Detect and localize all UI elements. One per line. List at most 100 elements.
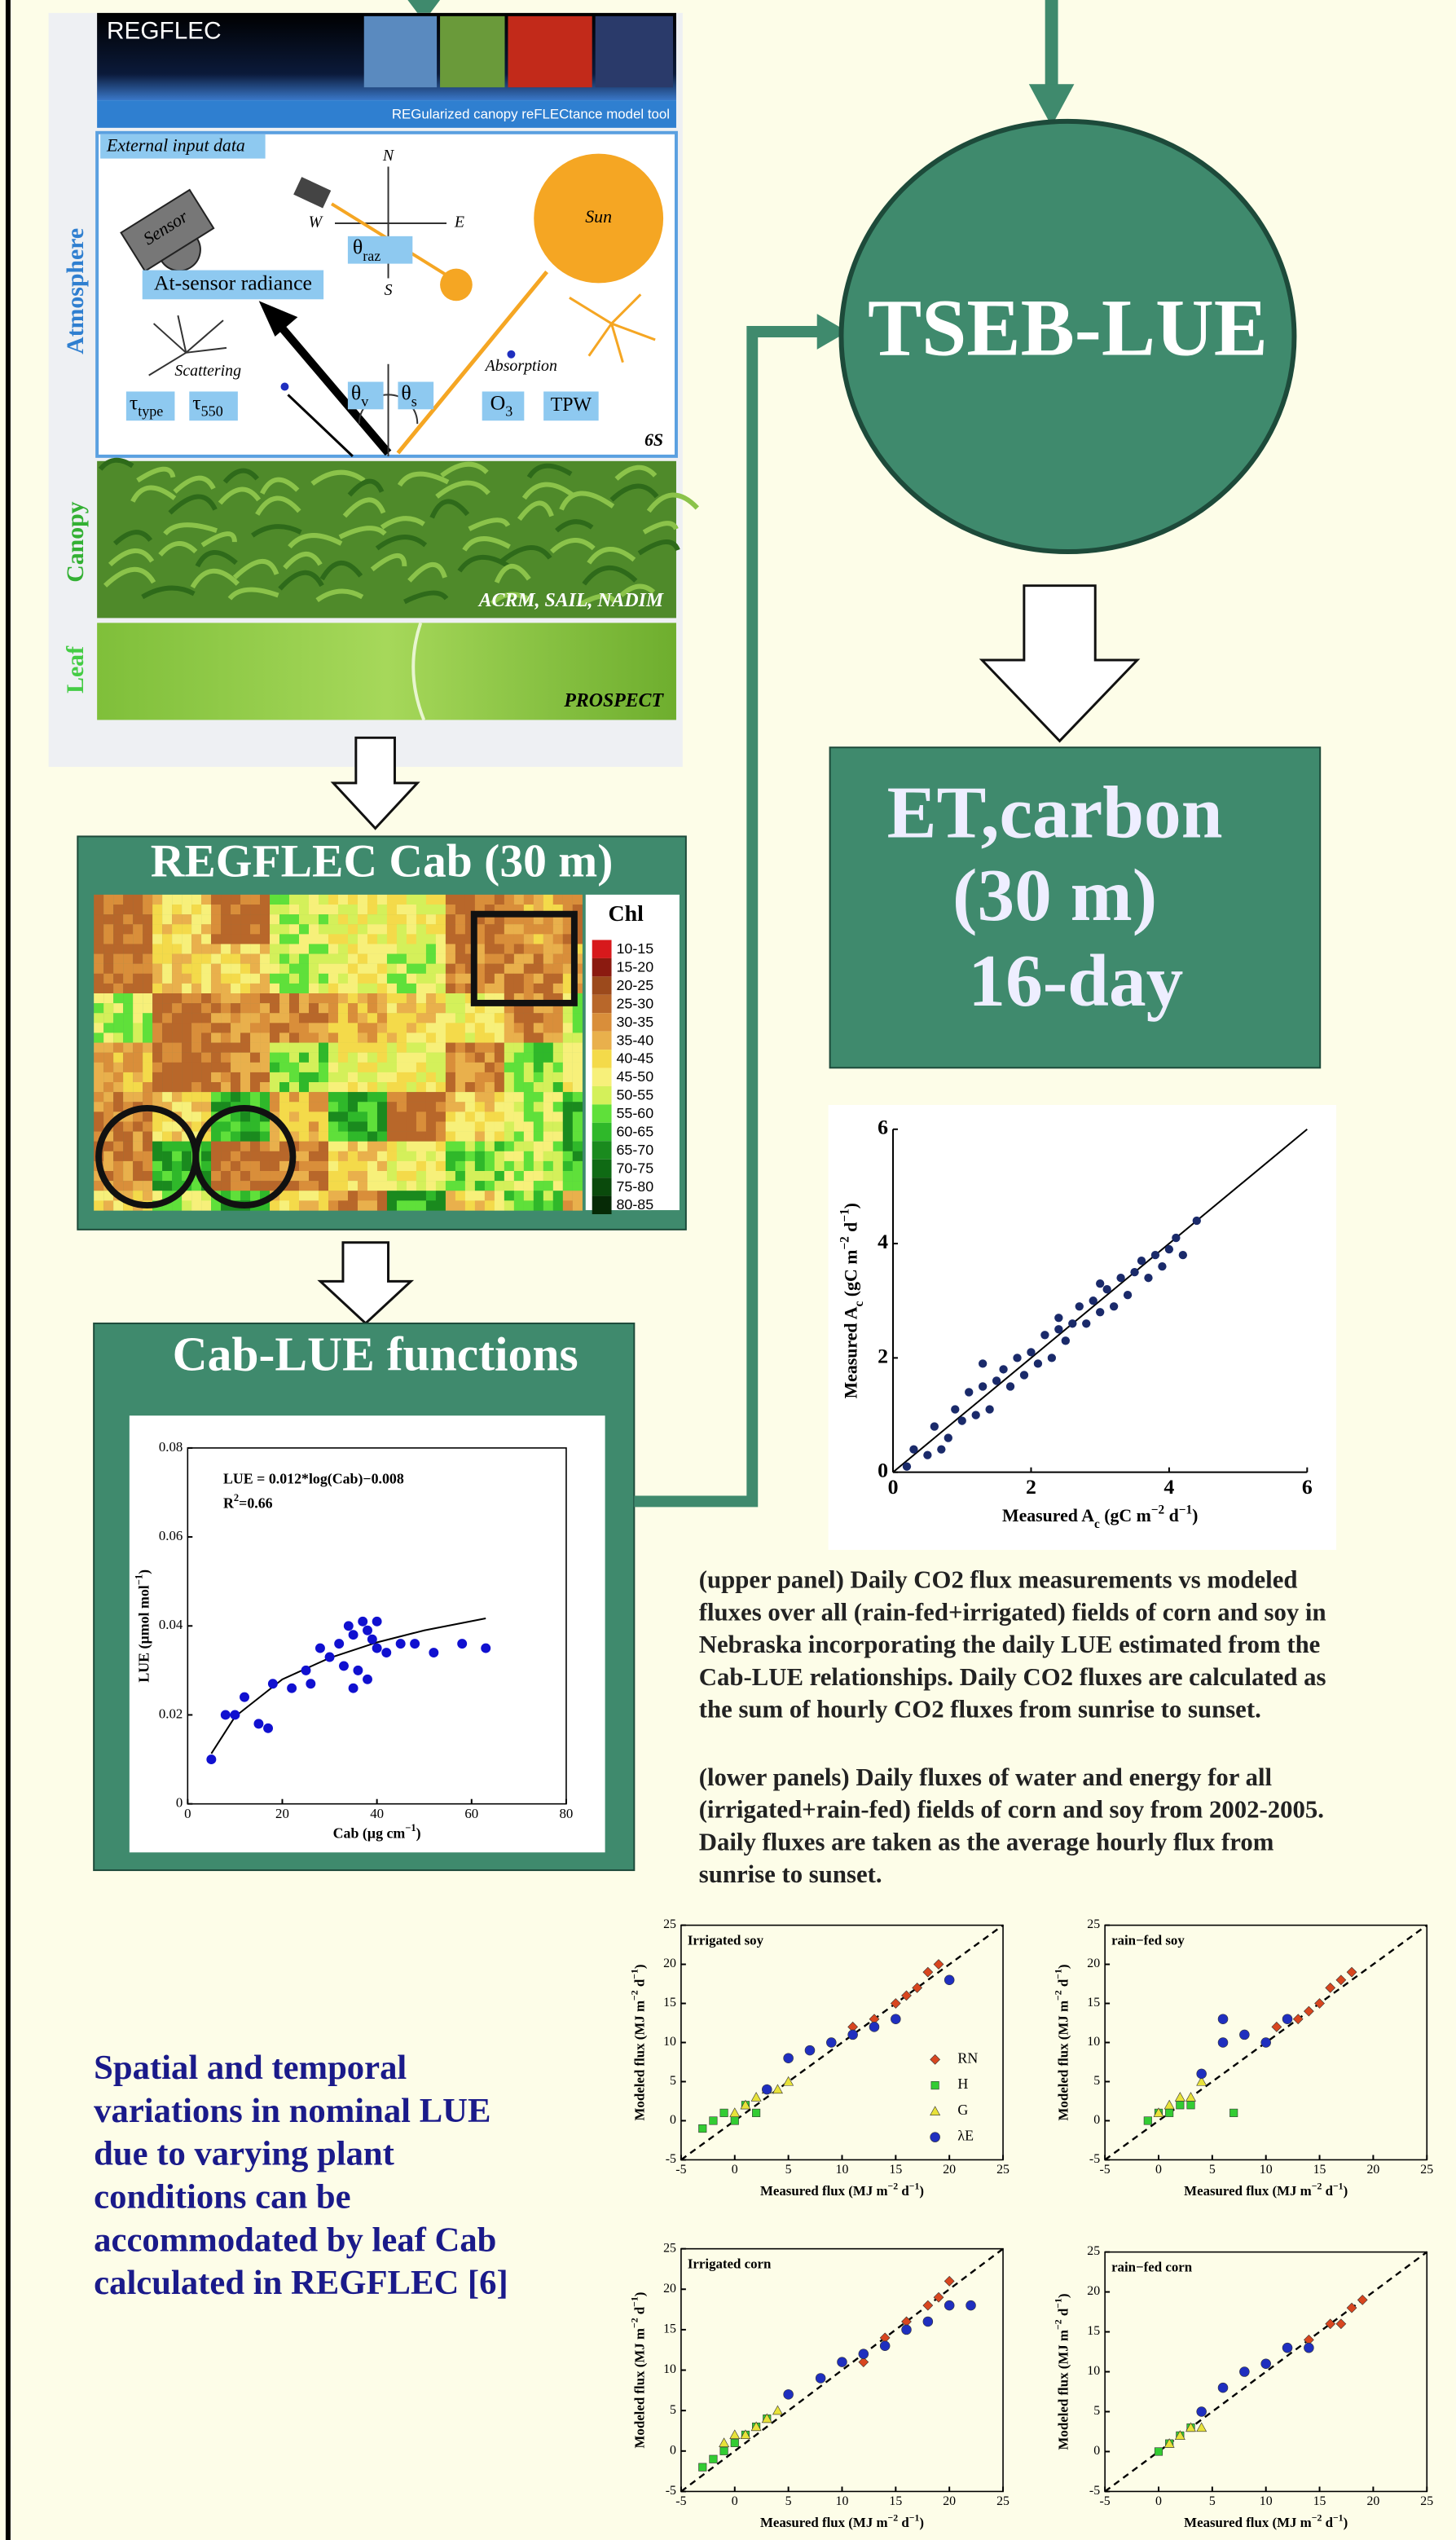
map-cell xyxy=(289,1072,299,1082)
point xyxy=(1186,2093,1196,2102)
point xyxy=(923,2300,933,2310)
map-cell xyxy=(94,1092,103,1102)
map-cell xyxy=(260,1121,270,1131)
point xyxy=(972,1411,980,1419)
map-cell xyxy=(377,914,387,924)
map-cell xyxy=(152,1023,162,1032)
map-cell xyxy=(387,954,397,964)
map-cell xyxy=(279,1092,289,1102)
map-cell xyxy=(182,1151,191,1161)
text-part: d xyxy=(898,2515,909,2530)
point xyxy=(1239,2367,1249,2377)
map-cell xyxy=(133,905,143,914)
map-cell xyxy=(152,924,162,934)
map-cell xyxy=(123,993,133,1003)
text-part: −2 xyxy=(628,1990,640,2001)
map-cell xyxy=(446,1092,455,1102)
map-cell xyxy=(172,944,182,953)
map-cell xyxy=(436,1003,446,1013)
map-cell xyxy=(407,964,416,974)
point xyxy=(1336,1975,1346,1985)
map-cell xyxy=(416,1053,426,1063)
map-cell xyxy=(299,974,309,984)
map-cell xyxy=(289,1003,299,1013)
map-cell xyxy=(514,1072,524,1082)
map-cell xyxy=(289,1092,299,1102)
text-part: −1 xyxy=(1052,1969,1063,1979)
map-cell xyxy=(231,1181,240,1191)
x-tick-label: 0 xyxy=(732,2163,738,2177)
map-cell xyxy=(455,1082,465,1092)
map-cell xyxy=(279,944,289,953)
map-cell xyxy=(113,944,123,953)
map-cell xyxy=(143,1023,152,1032)
map-cell xyxy=(504,1151,514,1161)
map-cell xyxy=(426,914,436,924)
map-cell xyxy=(250,1132,260,1142)
map-cell xyxy=(475,1181,485,1191)
map-cell xyxy=(573,1053,583,1063)
map-cell xyxy=(573,1191,583,1200)
map-cell xyxy=(152,954,162,964)
map-cell xyxy=(309,1151,319,1161)
map-cell xyxy=(152,1003,162,1013)
map-cell xyxy=(475,1191,485,1200)
point xyxy=(1116,1274,1124,1282)
x-tick-label: 25 xyxy=(1420,2163,1433,2177)
map-cell xyxy=(446,974,455,984)
map-cell xyxy=(387,1142,397,1151)
point xyxy=(358,1617,367,1627)
map-cell xyxy=(495,1191,504,1200)
map-cell xyxy=(299,1191,309,1200)
map-cell xyxy=(103,1013,113,1023)
legend-swatch xyxy=(592,1160,612,1178)
map-cell xyxy=(377,954,387,964)
map-cell xyxy=(328,1053,338,1063)
map-cell xyxy=(514,1032,524,1042)
point xyxy=(1261,2359,1271,2369)
map-cell xyxy=(387,924,397,934)
map-cell xyxy=(465,1121,475,1131)
point xyxy=(902,2325,912,2335)
map-cell xyxy=(94,895,103,905)
text-part: −2 xyxy=(838,1236,851,1249)
map-cell xyxy=(543,1032,553,1042)
text-part: R xyxy=(223,1495,235,1511)
y-tick-label: 25 xyxy=(663,1917,676,1931)
map-cell xyxy=(426,1171,436,1181)
map-cell xyxy=(250,1171,260,1181)
map-cell xyxy=(319,1053,328,1063)
legend-label: 30-35 xyxy=(616,1014,653,1030)
map-cell xyxy=(201,914,211,924)
map-cell xyxy=(103,954,113,964)
text-part: ) xyxy=(919,2183,924,2199)
map-cell xyxy=(426,1121,436,1131)
map-cell xyxy=(182,895,191,905)
map-cell xyxy=(299,1151,309,1161)
map-cell xyxy=(113,1032,123,1042)
map-cell xyxy=(113,1082,123,1092)
map-cell xyxy=(573,895,583,905)
map-cell xyxy=(172,1092,182,1102)
map-cell xyxy=(172,1102,182,1112)
map-cell xyxy=(485,1043,495,1053)
map-cell xyxy=(250,1023,260,1032)
map-cell xyxy=(426,944,436,953)
point xyxy=(944,1433,952,1442)
map-cell xyxy=(534,954,543,964)
map-cell xyxy=(201,1151,211,1161)
map-cell xyxy=(446,954,455,964)
point xyxy=(221,1710,231,1720)
map-cell xyxy=(504,1082,514,1092)
map-cell xyxy=(221,1053,231,1063)
point xyxy=(410,1639,420,1649)
map-cell xyxy=(407,1032,416,1042)
map-cell xyxy=(221,1013,231,1023)
map-cell xyxy=(260,1181,270,1191)
map-cell xyxy=(94,1072,103,1082)
y-tick-label: 20 xyxy=(663,1957,676,1970)
map-cell xyxy=(211,1043,221,1053)
map-cell xyxy=(465,1181,475,1191)
map-cell xyxy=(250,1121,260,1131)
map-cell xyxy=(504,964,514,974)
